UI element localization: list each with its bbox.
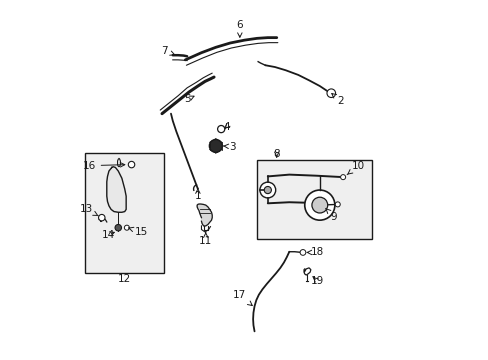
Text: 1: 1	[194, 188, 201, 201]
Circle shape	[335, 202, 340, 207]
Circle shape	[99, 215, 105, 221]
Text: 9: 9	[325, 208, 337, 221]
Text: 12: 12	[118, 274, 131, 284]
Circle shape	[260, 182, 275, 198]
Circle shape	[311, 197, 327, 213]
Circle shape	[264, 186, 271, 194]
Text: 6: 6	[236, 20, 243, 37]
Text: 10: 10	[346, 161, 365, 175]
Text: 7: 7	[161, 46, 174, 56]
Text: 5: 5	[183, 94, 194, 104]
Text: 18: 18	[306, 247, 324, 257]
Text: 2: 2	[331, 94, 344, 106]
Polygon shape	[106, 167, 126, 212]
Text: 14: 14	[102, 230, 115, 239]
Circle shape	[300, 249, 305, 255]
Circle shape	[209, 139, 222, 152]
Text: 15: 15	[128, 227, 147, 237]
Polygon shape	[197, 204, 212, 226]
Text: 16: 16	[82, 161, 124, 171]
Text: 8: 8	[273, 149, 280, 159]
Circle shape	[304, 190, 334, 220]
Bar	[257, 160, 371, 239]
Bar	[85, 153, 163, 273]
Text: 3: 3	[223, 141, 236, 152]
Circle shape	[340, 175, 345, 180]
Text: 19: 19	[310, 276, 324, 286]
Text: 11: 11	[199, 233, 212, 246]
Text: 13: 13	[80, 204, 98, 216]
Text: 17: 17	[233, 291, 252, 306]
Circle shape	[128, 161, 135, 168]
Circle shape	[115, 225, 121, 231]
Text: 4: 4	[223, 122, 229, 132]
Circle shape	[124, 225, 129, 230]
Circle shape	[217, 126, 224, 133]
Circle shape	[326, 89, 335, 98]
